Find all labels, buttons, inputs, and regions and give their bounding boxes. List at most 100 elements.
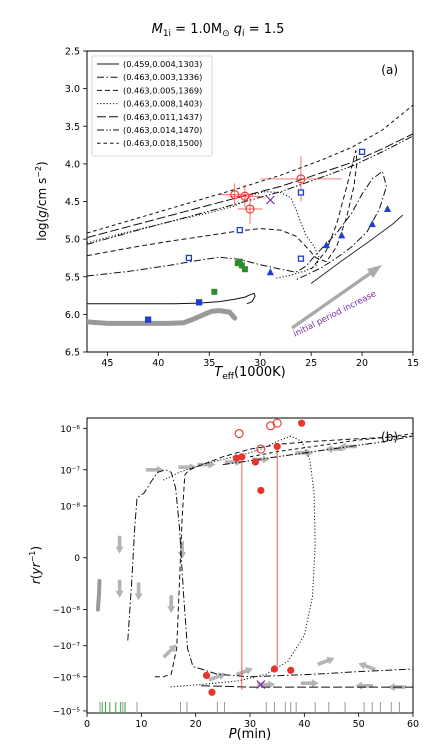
panel-a-legend-label: (0.463,0.008,1403) bbox=[123, 99, 202, 109]
panel-a-red-open-circle bbox=[230, 190, 240, 200]
panel-a-green-square bbox=[234, 260, 241, 267]
panel-a-xtick-label: 45 bbox=[101, 358, 113, 369]
panel-a-blue-square bbox=[358, 148, 366, 155]
title-eq: = 1.0M bbox=[171, 22, 222, 37]
panel-b-ylabel: r(yr−1) bbox=[28, 546, 43, 584]
panel-a-blue-triangle bbox=[266, 268, 274, 276]
panel-b-ytick-label: 10⁻⁷ bbox=[60, 466, 80, 476]
panel-b-red-filled-circle bbox=[257, 486, 265, 495]
panel-a-legend-label: (0.463,0.011,1437) bbox=[123, 112, 202, 122]
panel-b-red-filled-circle bbox=[251, 458, 260, 466]
panel-b-xlabel-main: P bbox=[229, 727, 237, 742]
panel-b-ytick-label: −10⁻⁷ bbox=[53, 642, 81, 652]
title-q-sub: i bbox=[242, 29, 245, 39]
panel-a-legend-label: (0.463,0.005,1369) bbox=[123, 85, 202, 95]
panel-a-blue-square bbox=[195, 299, 203, 306]
panel-a-series-line-6 bbox=[87, 104, 413, 234]
panel-a-red-open-circle bbox=[245, 204, 255, 214]
figure-title: M1i = 1.0M⊙ qi = 1.5 bbox=[152, 22, 285, 39]
panel-a-blue-triangle bbox=[383, 205, 392, 213]
panel-b-xlabel: P(min) bbox=[229, 727, 272, 742]
panel-b-red-filled-circle bbox=[232, 454, 241, 462]
panel-a-legend-label: (0.459,0.004,1303) bbox=[123, 59, 202, 69]
panel-b-label: (b) bbox=[381, 430, 398, 444]
panel-b: 0 10 20 30 40 50 60 −10⁻⁵ −10⁻⁶ −10⁻⁷ −10⁻⁸ 0 10⁻⁸ 10… bbox=[28, 417, 419, 742]
panel-a-ytick-label: 5.5 bbox=[65, 272, 80, 283]
panel-a-blue-square bbox=[144, 316, 152, 323]
panel-b-ticks: 0 10 20 30 40 50 60 −10⁻⁵ −10⁻⁶ −10⁻⁷ −10⁻⁸ 0 10⁻⁸ 10… bbox=[53, 425, 419, 730]
panel-a-ytick-label: 3.5 bbox=[65, 122, 80, 133]
panel-a-xlabel-rest: (1000K) bbox=[234, 365, 286, 380]
panel-a-ytick-label: 4.0 bbox=[65, 159, 80, 170]
panel-a-xtick-label: 40 bbox=[152, 358, 164, 369]
panel-b-series-line-0 bbox=[127, 469, 413, 678]
panel-a-blue-square bbox=[236, 226, 243, 234]
panel-a-ytick-label: 3.0 bbox=[65, 84, 80, 95]
panel-b-xtick-label: 20 bbox=[190, 719, 202, 730]
panel-a-series-line-2 bbox=[87, 150, 358, 270]
panel-b-xtick-label: 30 bbox=[244, 719, 256, 730]
panel-a-green-square bbox=[211, 288, 218, 295]
flow-arrow bbox=[167, 595, 176, 614]
panel-b-series-line-2 bbox=[162, 435, 316, 688]
panel-b-red-filled-circle bbox=[270, 665, 279, 673]
title-sun: ⊙ bbox=[222, 29, 230, 39]
panel-a-label: (a) bbox=[381, 63, 398, 77]
panel-a-xtick-label: 35 bbox=[203, 358, 215, 369]
panel-b-red-open-circle bbox=[256, 444, 266, 454]
panel-a-series-line-0 bbox=[87, 292, 256, 305]
panel-b-red-filled-circle bbox=[287, 666, 295, 674]
flow-arrow bbox=[208, 672, 226, 682]
flow-arrow bbox=[300, 679, 319, 688]
panel-a: 45 40 35 30 25 20 15 2.5 3.0 3.5 4.0 4.5 5.0 5.5 6.0 6.… bbox=[34, 47, 419, 383]
flow-arrow bbox=[338, 442, 357, 451]
flow-arrow bbox=[235, 667, 254, 677]
panel-a-series-line-1 bbox=[87, 170, 388, 281]
panel-a-ylabel: log(g/cm s−2) bbox=[34, 161, 49, 241]
title-q-val: = 1.5 bbox=[245, 22, 285, 37]
panel-a-plot-area bbox=[87, 104, 413, 326]
title-m-sub: 1i bbox=[163, 29, 171, 39]
panel-a-legend-label: (0.463,0.014,1470) bbox=[123, 125, 202, 135]
flow-arrow bbox=[178, 463, 197, 472]
panel-b-plot-area bbox=[95, 418, 413, 713]
panel-b-red-filled-circle bbox=[238, 453, 246, 461]
flow-arrow bbox=[134, 582, 143, 601]
panel-b-red-filled-circle bbox=[202, 671, 211, 680]
panel-a-legend: (0.459,0.004,1303) (0.463,0.003,1336) (0.4… bbox=[91, 55, 213, 157]
panel-a-series-line-5 bbox=[87, 135, 413, 245]
panel-b-red-open-circle bbox=[272, 418, 282, 428]
panel-a-xtick-label: 30 bbox=[254, 358, 266, 369]
flow-arrow bbox=[257, 680, 276, 689]
panel-b-series-line-3 bbox=[201, 685, 413, 688]
flow-arrow bbox=[115, 535, 124, 554]
panel-a-blue-triangle bbox=[338, 231, 346, 239]
panel-b-xtick-label: 50 bbox=[353, 719, 365, 730]
panel-a-blue-square bbox=[185, 254, 193, 262]
panel-a-purple-cross bbox=[265, 195, 275, 205]
panel-a-ytick-label: 6.5 bbox=[65, 348, 80, 359]
panel-a-blue-triangle bbox=[368, 220, 376, 228]
panel-b-gray-segment bbox=[95, 579, 102, 612]
panel-a-xlabel-main: T bbox=[214, 365, 223, 380]
panel-a-legend-label: (0.463,0.018,1500) bbox=[123, 138, 202, 148]
flow-arrow bbox=[197, 460, 216, 469]
panel-b-red-filled-circle bbox=[298, 419, 306, 427]
panel-a-xtick-label: 15 bbox=[407, 358, 419, 369]
panel-a-blue-square bbox=[297, 255, 305, 262]
flow-arrow bbox=[317, 656, 335, 666]
panel-b-red-filled-circle bbox=[273, 442, 281, 451]
panel-b-ytick-label: −10⁻⁶ bbox=[53, 673, 81, 683]
panel-a-ytick-label: 5.0 bbox=[65, 235, 80, 246]
title-q: q bbox=[230, 22, 242, 37]
flow-arrow bbox=[145, 465, 164, 474]
panel-a-xtick-label: 25 bbox=[305, 358, 317, 369]
panel-b-series-line-1 bbox=[154, 435, 413, 678]
panel-a-legend-box bbox=[91, 55, 213, 157]
panel-a-xtick-label: 20 bbox=[356, 358, 368, 369]
period-arrow-shaft bbox=[290, 268, 377, 330]
panel-b-red-open-circle bbox=[234, 428, 244, 439]
panel-a-legend-label: (0.463,0.003,1336) bbox=[123, 72, 202, 82]
panel-b-red-open-circle bbox=[266, 421, 276, 431]
